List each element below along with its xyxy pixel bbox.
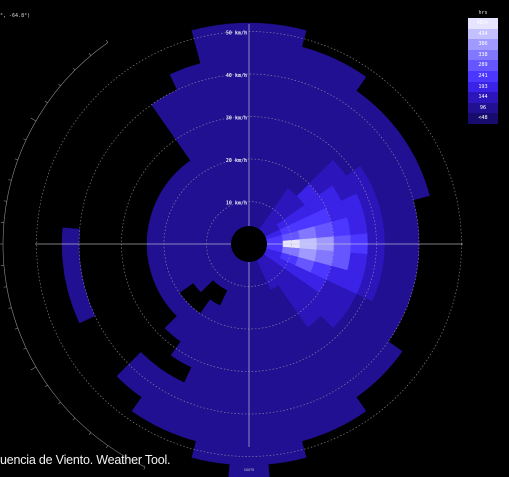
rose-cell — [228, 463, 270, 477]
rose-cell — [266, 23, 307, 48]
rose-cell — [191, 440, 232, 465]
direction-tick — [143, 466, 146, 470]
rose-cell — [68, 287, 96, 324]
direction-tick — [30, 366, 37, 371]
direction-tick — [14, 327, 18, 330]
direction-tick — [30, 117, 37, 122]
rose-cell — [191, 23, 232, 48]
legend-item: 338 — [468, 49, 498, 61]
direction-tick — [72, 67, 76, 71]
direction-tick — [122, 456, 127, 463]
direction-tick — [44, 100, 48, 104]
direction-tick — [72, 417, 76, 421]
coordinates-label: °, -64.8°) — [0, 13, 31, 19]
rose-cell — [327, 58, 367, 92]
ring-label: 50 km/h — [226, 31, 247, 37]
direction-tick — [58, 401, 61, 405]
ring-label: 20 km/h — [226, 158, 247, 164]
rose-cell — [116, 363, 152, 398]
rose-cell — [164, 315, 191, 342]
direction-tick — [14, 158, 18, 161]
legend-item: 386 — [468, 39, 498, 50]
legend-item: 144 — [468, 92, 498, 103]
legend-item: <48 — [468, 113, 498, 124]
direction-tick — [105, 445, 109, 449]
direction-tick — [3, 286, 7, 288]
ring-label: 10 km/h — [226, 201, 247, 207]
legend-item: 483+ — [468, 18, 498, 29]
legend-unit: hrs — [478, 10, 488, 16]
direction-tick — [88, 53, 92, 56]
calm-center — [231, 226, 267, 262]
ring-label: 40 km/h — [226, 73, 247, 79]
legend-item: 241 — [468, 70, 498, 82]
direction-tick — [23, 138, 27, 141]
legend: hrs 483+ 434 386 338 289 241 193 144 96 … — [468, 8, 498, 124]
direction-tick — [8, 179, 12, 181]
direction-tick — [58, 83, 61, 87]
legend-item: 96 — [468, 102, 498, 114]
legend-item: 434 — [468, 28, 498, 40]
figure-caption: uencia de Viento. Weather Tool. — [0, 453, 171, 467]
direction-tick — [44, 384, 48, 388]
direction-tick — [8, 307, 12, 309]
rose-cell — [131, 396, 171, 430]
rose-cell — [62, 258, 86, 293]
direction-tick — [23, 347, 27, 350]
legend-item: 289 — [468, 60, 498, 71]
direction-tick — [105, 39, 109, 43]
ring-label: 30 km/h — [226, 116, 247, 122]
rose-cell — [402, 164, 430, 201]
direction-tick — [3, 200, 7, 202]
legend-item: 193 — [468, 81, 498, 93]
south-label: SOUTH — [244, 468, 255, 472]
direction-tick — [88, 432, 92, 435]
